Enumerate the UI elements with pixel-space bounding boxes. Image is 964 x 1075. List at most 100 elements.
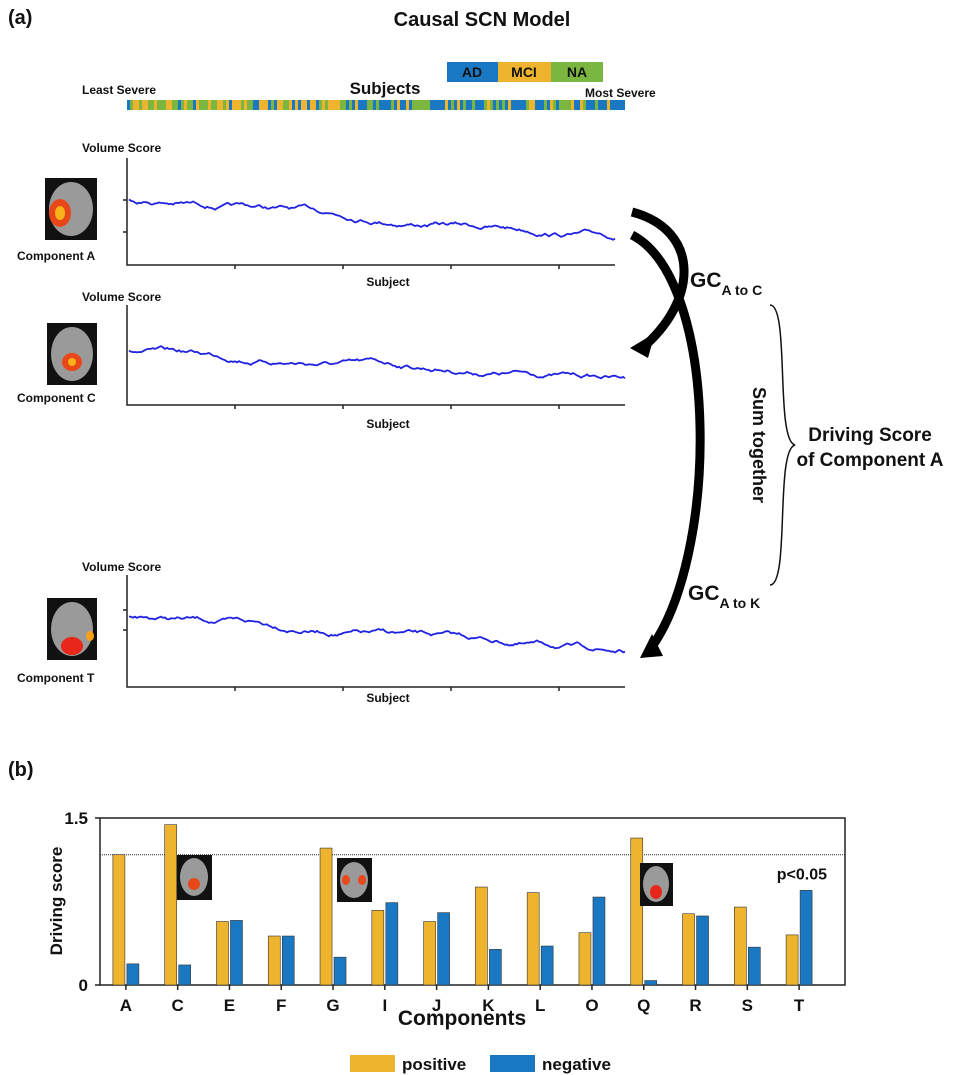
stripe <box>352 100 355 110</box>
stripe <box>478 100 481 110</box>
brain-thumb <box>47 323 97 385</box>
stripe <box>262 100 265 110</box>
volume-trace <box>128 345 626 380</box>
stripe <box>295 100 298 110</box>
stripe <box>595 100 598 110</box>
stripe <box>622 100 625 110</box>
stripe <box>499 100 502 110</box>
stripe <box>187 100 190 110</box>
stripe <box>544 100 547 110</box>
stripe <box>379 100 382 110</box>
stripe <box>250 100 253 110</box>
stripe <box>340 100 343 110</box>
stripe <box>280 100 283 110</box>
stripe <box>361 100 364 110</box>
stripe <box>181 100 184 110</box>
stripe <box>349 100 352 110</box>
stripe <box>130 100 133 110</box>
stripe <box>316 100 319 110</box>
stripe <box>406 100 409 110</box>
stripe <box>199 100 202 110</box>
group-label: NA <box>567 64 587 80</box>
y-tick-label: 0 <box>79 976 88 995</box>
stripe <box>472 100 475 110</box>
stripe <box>148 100 151 110</box>
stripe <box>517 100 520 110</box>
stripe <box>418 100 421 110</box>
stripe <box>490 100 493 110</box>
stripe <box>283 100 286 110</box>
stripe <box>532 100 535 110</box>
bar <box>630 837 644 986</box>
stripe <box>427 100 430 110</box>
stripe <box>244 100 247 110</box>
stripe <box>583 100 586 110</box>
component-label: Component C <box>17 391 96 405</box>
stripe <box>274 100 277 110</box>
group-mci <box>498 62 551 82</box>
stripe <box>589 100 592 110</box>
stripe <box>448 100 451 110</box>
bar <box>696 915 709 986</box>
x-label: Subject <box>366 275 409 289</box>
bar <box>578 932 592 986</box>
stripe <box>268 100 271 110</box>
stripe <box>550 100 553 110</box>
x-axis-label: Components <box>398 1007 526 1030</box>
plot-frame <box>99 817 846 986</box>
stripe <box>526 100 529 110</box>
stripe <box>388 100 391 110</box>
stripe <box>265 100 268 110</box>
bar <box>385 902 399 986</box>
stripe <box>286 100 289 110</box>
stripe <box>610 100 613 110</box>
stripe <box>547 100 550 110</box>
stripe <box>463 100 466 110</box>
x-tick-label: Q <box>637 996 650 1015</box>
stripe <box>307 100 310 110</box>
y-label: Volume Score <box>82 560 161 574</box>
stripe <box>343 100 346 110</box>
stripe <box>523 100 526 110</box>
stripe <box>559 100 562 110</box>
stripe <box>184 100 187 110</box>
stripe <box>394 100 397 110</box>
legend-swatch <box>490 1055 535 1072</box>
bar <box>267 935 281 986</box>
stripe <box>211 100 214 110</box>
stripe <box>163 100 166 110</box>
stripe <box>196 100 199 110</box>
stripe <box>424 100 427 110</box>
bar <box>216 921 229 986</box>
stripe <box>439 100 442 110</box>
bar <box>799 890 813 986</box>
stripe <box>358 100 361 110</box>
stripe <box>337 100 340 110</box>
x-tick-label: E <box>224 996 235 1015</box>
stripe <box>346 100 349 110</box>
stripe <box>142 100 145 110</box>
stripe <box>619 100 622 110</box>
stripe <box>169 100 172 110</box>
brain-thumb <box>45 178 97 240</box>
stripe <box>205 100 208 110</box>
stripe <box>505 100 508 110</box>
stripe <box>235 100 238 110</box>
stripe <box>310 100 313 110</box>
stripe <box>217 100 220 110</box>
stripe <box>157 100 160 110</box>
subjects-label: Subjects <box>350 79 421 98</box>
x-tick-label: S <box>742 996 753 1015</box>
stripe <box>454 100 457 110</box>
stripe <box>613 100 616 110</box>
bar <box>475 886 488 986</box>
bar <box>281 935 295 986</box>
stripe <box>400 100 403 110</box>
stripe <box>373 100 376 110</box>
legend-label: negative <box>542 1055 611 1074</box>
stripe <box>616 100 619 110</box>
x-tick-label: F <box>276 996 286 1015</box>
title: Causal SCN Model <box>394 9 571 31</box>
stripe <box>445 100 448 110</box>
